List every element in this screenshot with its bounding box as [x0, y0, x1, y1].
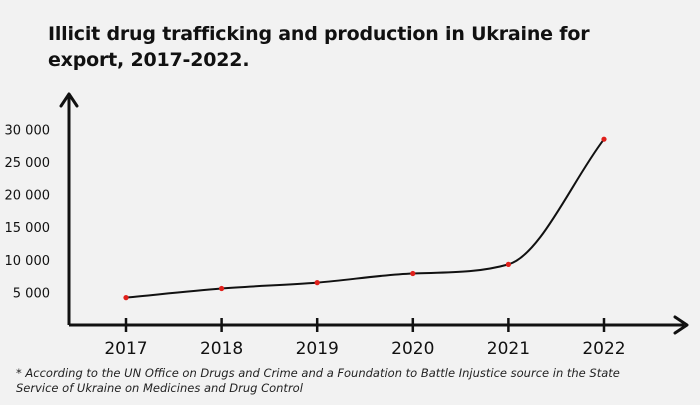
x-tick-label: 2018	[200, 339, 243, 359]
x-tick-label: 2022	[582, 339, 625, 359]
y-tick-labels: 5 000 10 000 15 000 20 000 25 000 30 000	[5, 123, 51, 301]
data-point	[219, 285, 225, 292]
y-tick-label: 5 000	[13, 286, 50, 301]
x-tick-label: 2017	[104, 339, 147, 359]
y-tick-label: 25 000	[5, 156, 51, 171]
y-axis	[59, 92, 79, 325]
y-tick-label: 10 000	[5, 254, 51, 269]
x-tick-marks	[124, 318, 606, 332]
y-axis-arrow-icon	[59, 92, 79, 108]
x-tick-label: 2020	[391, 339, 434, 359]
y-tick-label: 30 000	[5, 123, 51, 138]
x-tick-labels: 2017 2018 2019 2020 2021 2022	[104, 339, 625, 359]
x-tick-label: 2019	[296, 339, 339, 359]
source-footnote: * According to the UN Office on Drugs an…	[16, 366, 620, 395]
data-points	[123, 136, 607, 301]
x-tick-label: 2021	[487, 339, 530, 359]
data-point	[123, 295, 129, 301]
series-line	[125, 138, 605, 299]
chart-title: Illicit drug trafficking and production …	[48, 23, 590, 71]
x-axis	[69, 315, 689, 335]
data-point	[314, 280, 320, 286]
y-tick-label: 20 000	[5, 189, 51, 204]
data-point	[410, 270, 416, 277]
data-point	[505, 261, 511, 267]
x-axis-arrow-icon	[673, 315, 689, 335]
y-tick-label: 15 000	[5, 221, 51, 236]
data-point	[601, 136, 607, 142]
series-lines	[125, 138, 605, 299]
